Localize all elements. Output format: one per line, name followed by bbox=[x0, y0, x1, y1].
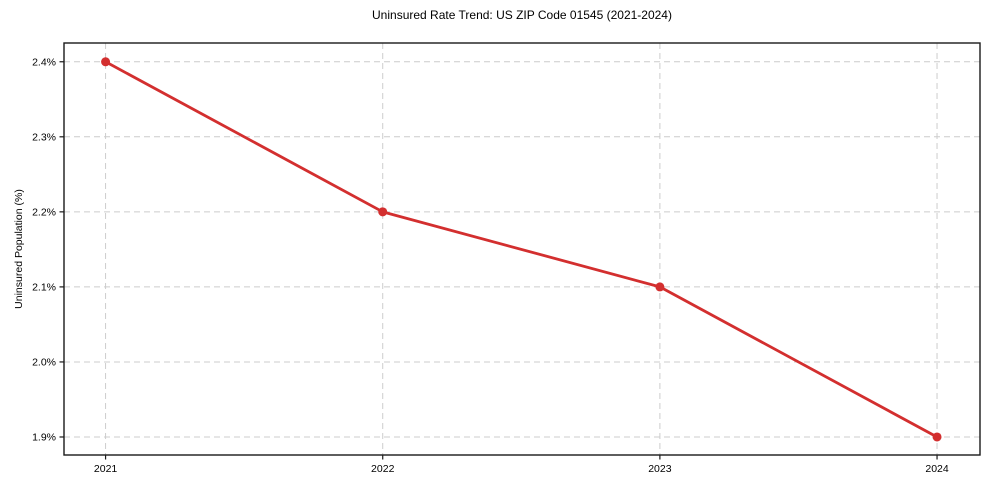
x-tick-label: 2021 bbox=[94, 463, 118, 475]
plot-border bbox=[63, 42, 981, 456]
data-point-marker bbox=[932, 432, 942, 442]
y-tick-label: 2.4% bbox=[32, 56, 56, 68]
data-point-marker bbox=[378, 207, 388, 217]
y-tick-label: 2.3% bbox=[32, 131, 56, 143]
y-tick-label: 1.9% bbox=[32, 431, 56, 443]
x-tick-label: 2024 bbox=[925, 463, 949, 475]
y-tick-label: 2.1% bbox=[32, 281, 56, 293]
x-tick-label: 2023 bbox=[648, 463, 672, 475]
chart-title: Uninsured Rate Trend: US ZIP Code 01545 … bbox=[372, 8, 672, 22]
data-point-marker bbox=[655, 282, 665, 292]
y-tick-label: 2.2% bbox=[32, 206, 56, 218]
x-tick-label: 2022 bbox=[371, 463, 395, 475]
trend-line bbox=[104, 60, 939, 439]
data-point-marker bbox=[101, 57, 111, 67]
y-tick-label: 2.0% bbox=[32, 356, 56, 368]
